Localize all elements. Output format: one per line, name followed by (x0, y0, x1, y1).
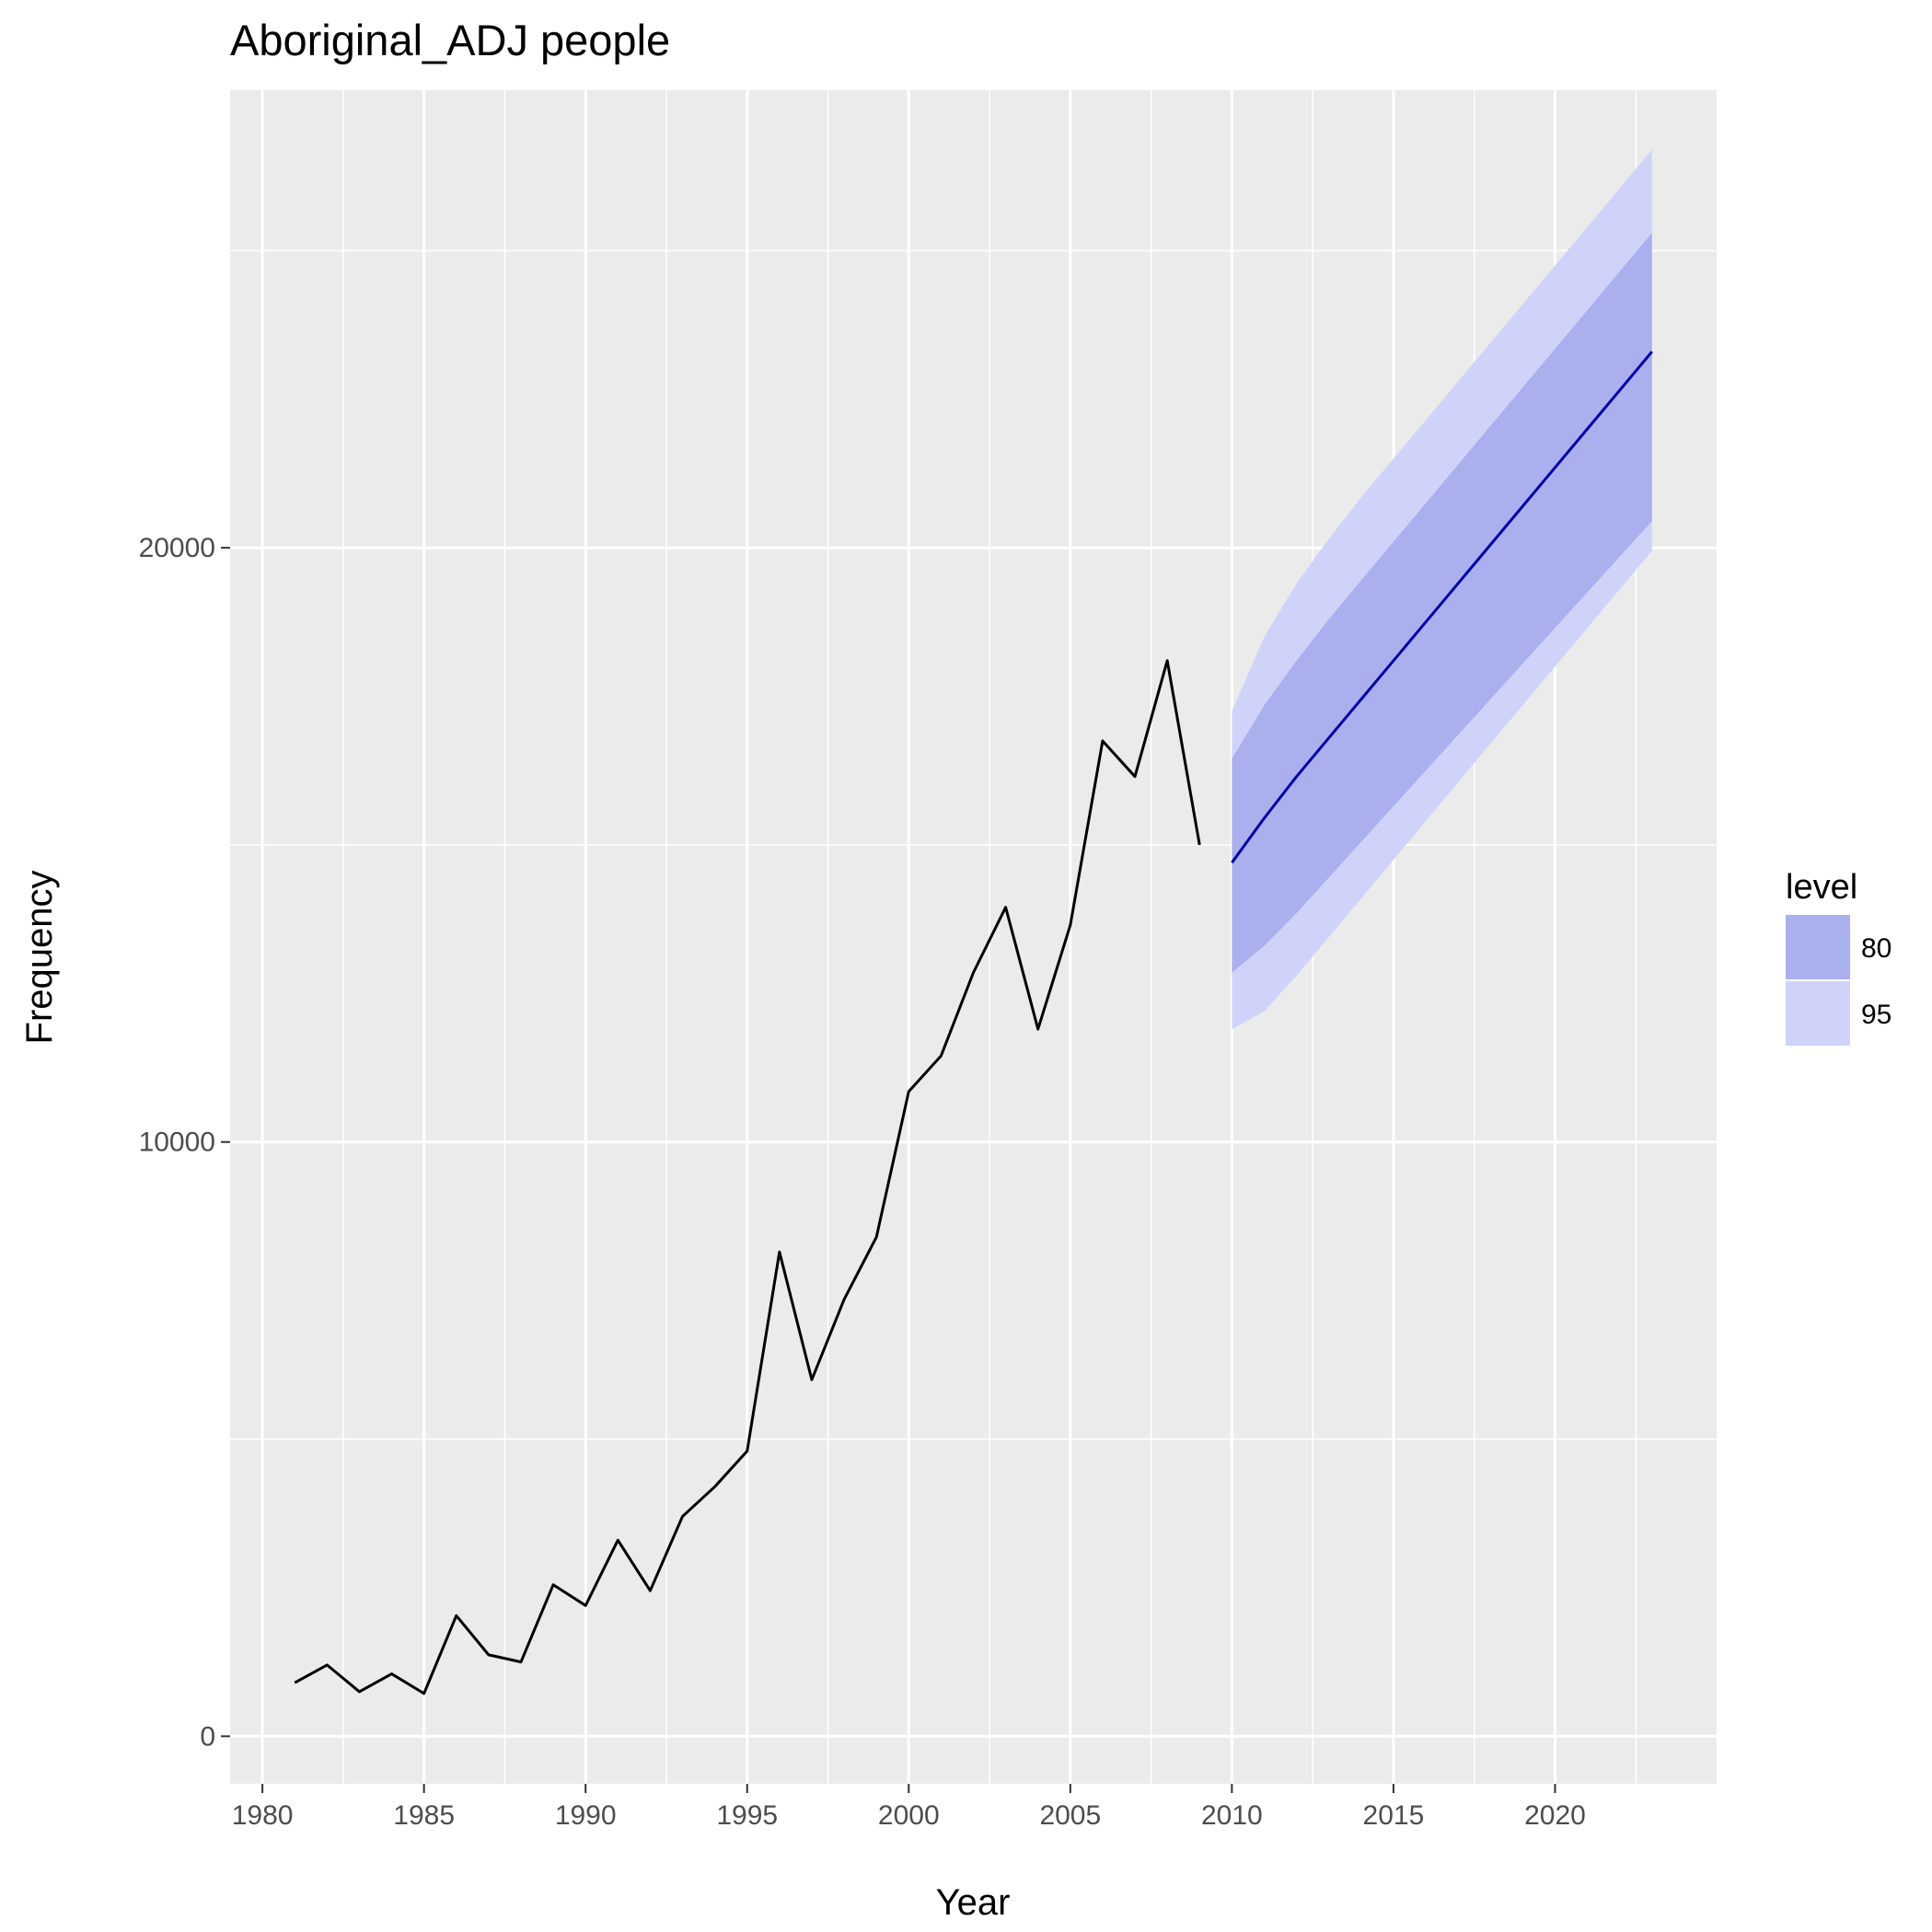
legend-label-95: 95 (1861, 1000, 1892, 1030)
x-tick-label: 1995 (716, 1800, 778, 1831)
y-axis-title: Frequency (19, 871, 60, 1045)
x-tick-label: 2005 (1039, 1800, 1101, 1831)
x-tick-label: 1985 (393, 1800, 455, 1831)
forecast-mean-line (1231, 351, 1653, 864)
y-tick-label: 0 (200, 1721, 215, 1752)
x-tick-label: 2020 (1524, 1800, 1586, 1831)
legend-title: level (1786, 868, 1857, 907)
legend-swatch-80 (1786, 915, 1850, 979)
x-axis-title: Year (936, 1882, 1011, 1923)
x-tick-label: 2015 (1363, 1800, 1425, 1831)
series-line-0 (294, 659, 1201, 1695)
x-tick-label: 1990 (555, 1800, 617, 1831)
axis-layer: 1980 1985 1990 1995 2000 2005 2010 2015 2020 0 100… (139, 533, 1586, 1831)
y-tick-label: 10000 (139, 1128, 215, 1158)
legend-label-80: 80 (1861, 933, 1892, 964)
y-tick-label: 20000 (139, 533, 215, 563)
x-tick-label: 2000 (878, 1800, 940, 1831)
x-tick-label: 1980 (232, 1800, 294, 1831)
legend-swatch-95 (1786, 981, 1850, 1046)
chart-title: Aboriginal_ADJ people (230, 16, 670, 64)
series-layer (294, 351, 1653, 1695)
x-tick-label: 2010 (1201, 1800, 1263, 1831)
